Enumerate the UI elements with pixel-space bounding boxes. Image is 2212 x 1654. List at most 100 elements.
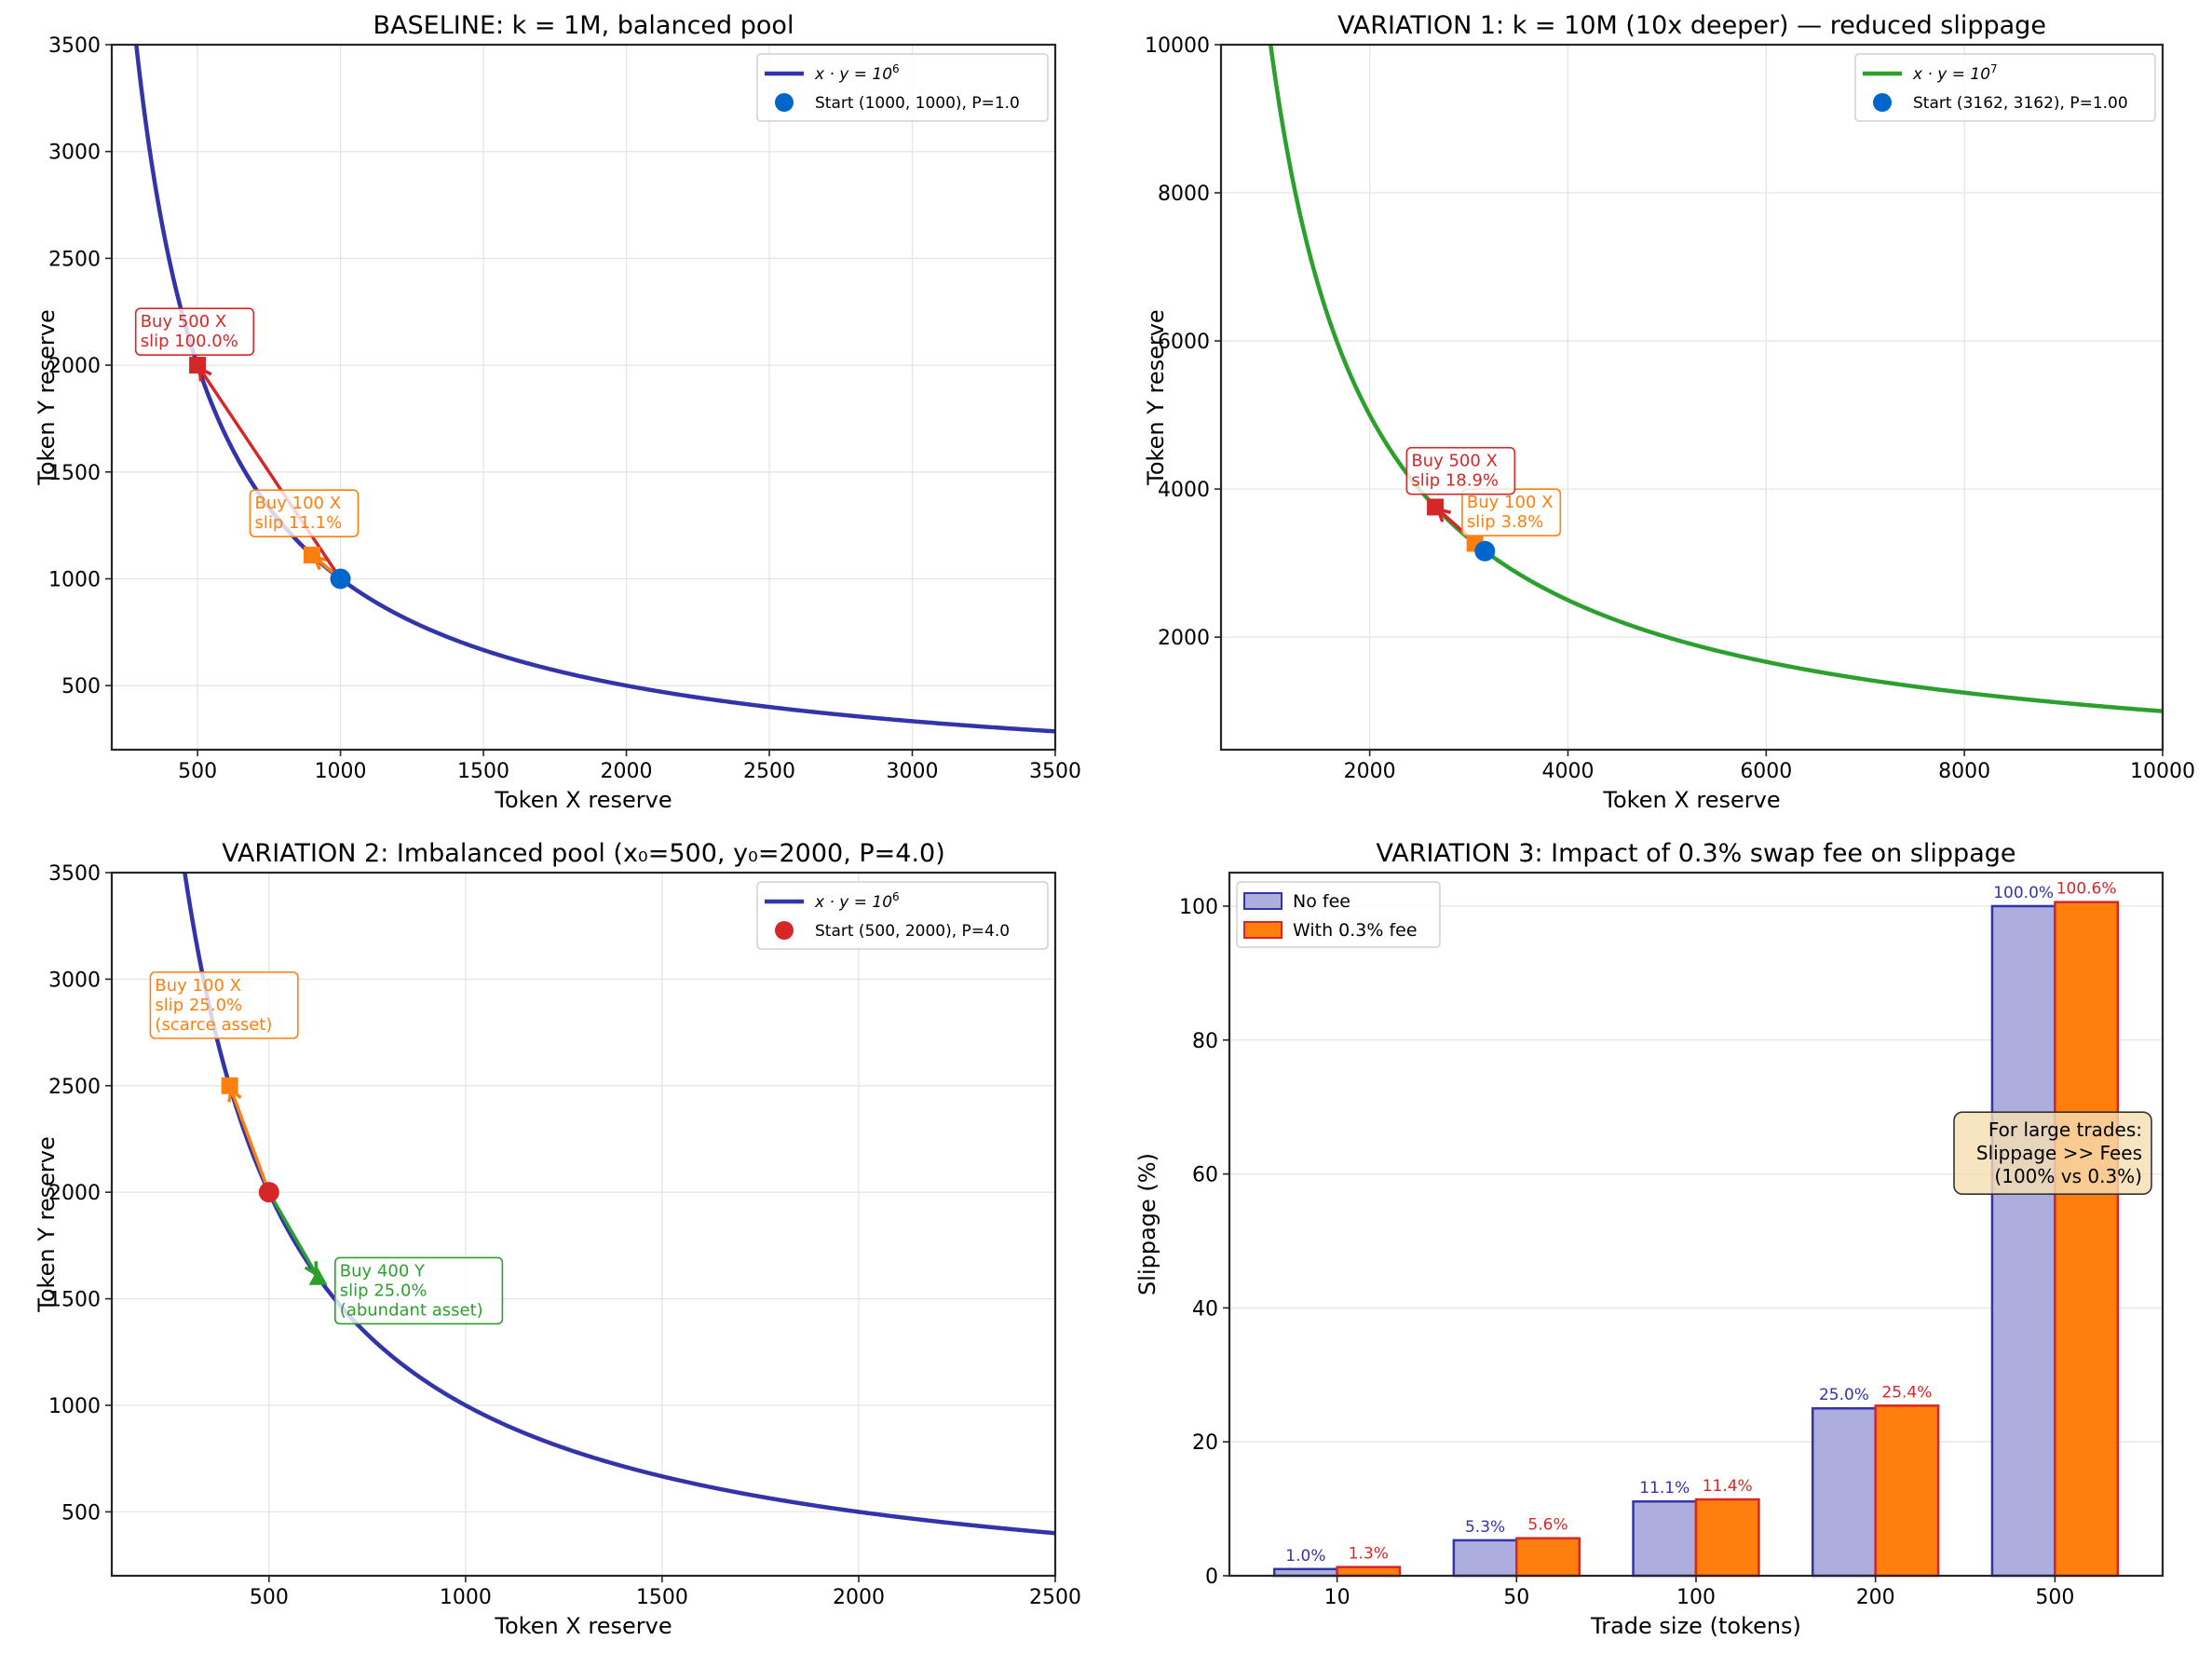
legend-frame [756, 53, 1049, 122]
x-axis-label: Token X reserve [494, 787, 672, 813]
bar-no-fee [1990, 904, 2056, 1578]
x-tick-label: 2500 [1029, 1586, 1081, 1609]
axes-frame [1219, 43, 2165, 752]
bar-no-fee [1812, 1406, 1877, 1578]
y-tick-label: 2000 [1158, 627, 1210, 650]
chart-title: VARIATION 3: Impact of 0.3% swap fee on … [1377, 839, 2016, 868]
bar-value-label: 11.1% [1639, 1479, 1690, 1498]
bar-value-label: 1.3% [1349, 1545, 1389, 1564]
legend-label: With 0.3% fee [1293, 920, 1418, 941]
bar-value-label: 5.3% [1465, 1518, 1505, 1537]
x-axis-label: Token X reserve [494, 1613, 672, 1639]
legend-exponent: 7 [1990, 62, 1998, 75]
x-tick-label: 2500 [743, 760, 795, 783]
start-marker [258, 1182, 279, 1203]
annotation-box [1953, 1111, 2152, 1195]
x-tick-label: 3000 [887, 760, 939, 783]
trade-marker-square [221, 1077, 238, 1094]
legend-frame [756, 881, 1049, 950]
annotation-text: Buy 100 X [1467, 493, 1554, 512]
y-tick-label: 1500 [48, 462, 101, 485]
x-tick-label: 100 [1676, 1586, 1716, 1609]
x-tick-label: 6000 [1740, 760, 1792, 783]
annotation-text: (abundant asset) [340, 1300, 483, 1320]
legend-frame [1854, 53, 2156, 122]
x-tick-label: 3500 [1029, 760, 1081, 783]
trade-marker-square [303, 546, 320, 563]
axes-frame [110, 43, 1057, 752]
x-tick-label: 10 [1324, 1586, 1350, 1609]
legend-exponent: 6 [892, 62, 900, 75]
legend-start-swatch [775, 921, 794, 940]
x-tick-label: 4000 [1541, 760, 1594, 783]
annotation-text: Buy 100 X [155, 976, 241, 996]
annotation-text: Buy 400 Y [340, 1261, 426, 1281]
x-tick-label: 500 [178, 760, 217, 783]
bar-value-label: 100.6% [2056, 880, 2117, 899]
y-tick-label: 0 [1205, 1566, 1218, 1589]
x-tick-label: 10000 [2130, 760, 2195, 783]
axes-frame [110, 871, 1057, 1578]
annotation-text: slip 11.1% [254, 513, 342, 533]
x-tick-label: 1000 [315, 760, 367, 783]
x-tick-label: 8000 [1938, 760, 1990, 783]
x-tick-label: 50 [1503, 1586, 1529, 1609]
legend-start-label: Start (3162, 3162), P=1.00 [1913, 94, 2128, 113]
legend-curve-label: x · y = 106 [814, 890, 900, 912]
trade-arrow-shaft [229, 1088, 271, 1193]
bar-value-label: 25.4% [1881, 1383, 1932, 1402]
y-tick-label: 3500 [48, 862, 101, 886]
bar-with-fee [1694, 1498, 1760, 1578]
y-axis-label: Token Y reserve [34, 309, 60, 485]
x-tick-label: 1500 [636, 1586, 688, 1609]
annotation-text: slip 18.9% [1411, 471, 1499, 491]
start-marker [1474, 540, 1496, 562]
chart-title: VARIATION 1: k = 10M (10x deeper) — redu… [1337, 11, 2046, 40]
x-tick-label: 2000 [601, 760, 653, 783]
y-tick-label: 500 [61, 1501, 101, 1525]
legend-curve-label: x · y = 106 [814, 62, 900, 84]
annotation-text: Buy 100 X [254, 494, 341, 513]
legend: x · y = 107 Start (3162, 3162), P=1.00 [1854, 53, 2156, 122]
y-tick-label: 100 [1179, 896, 1218, 919]
bar-value-label: 11.4% [1703, 1477, 1753, 1496]
trade-marker-square [1427, 498, 1445, 516]
y-tick-label: 3500 [48, 34, 101, 58]
y-tick-label: 1500 [48, 1289, 101, 1312]
annotation-box [149, 971, 299, 1039]
legend: No fee With 0.3% fee [1236, 881, 1441, 948]
bar-value-label: 1.0% [1285, 1547, 1325, 1566]
legend-swatch [1243, 921, 1282, 939]
x-tick-label: 500 [250, 1586, 289, 1609]
y-tick-label: 4000 [1158, 479, 1210, 502]
annotation-text: slip 25.0% [155, 996, 242, 1015]
bar-no-fee [1632, 1499, 1698, 1578]
y-tick-label: 6000 [1158, 331, 1210, 354]
y-axis-label: Slippage (%) [1134, 1153, 1160, 1295]
trade-arrow-shaft [197, 367, 343, 580]
panel-variation3: 1.0% 5.3% 11.1% 25.0% 100.0% 1.3% 5.6% 11.4% 25.… [1134, 839, 2165, 1639]
legend-exponent: 6 [892, 890, 900, 903]
bar-no-fee [1452, 1539, 1518, 1578]
trade-marker-triangle [308, 1268, 328, 1285]
x-tick-label: 1500 [457, 760, 509, 783]
y-tick-label: 1000 [48, 568, 101, 591]
annotation-text: (100% vs 0.3%) [1994, 1165, 2142, 1187]
y-tick-label: 20 [1192, 1431, 1218, 1455]
bar-with-fee [1336, 1566, 1402, 1578]
y-tick-label: 60 [1192, 1164, 1218, 1187]
y-tick-label: 8000 [1158, 183, 1210, 206]
bar-with-fee [1515, 1537, 1581, 1578]
y-tick-label: 500 [61, 675, 101, 698]
constant-product-curve [1268, 45, 2163, 713]
y-axis-label: Token Y reserve [34, 1136, 60, 1312]
annotation-text: slip 100.0% [141, 332, 238, 351]
legend-curve-label: x · y = 107 [1912, 62, 1998, 84]
y-tick-label: 80 [1192, 1030, 1218, 1053]
legend-label: No fee [1293, 891, 1350, 912]
y-tick-label: 3000 [48, 142, 101, 165]
legend-start-label: Start (500, 2000), P=4.0 [815, 922, 1010, 941]
